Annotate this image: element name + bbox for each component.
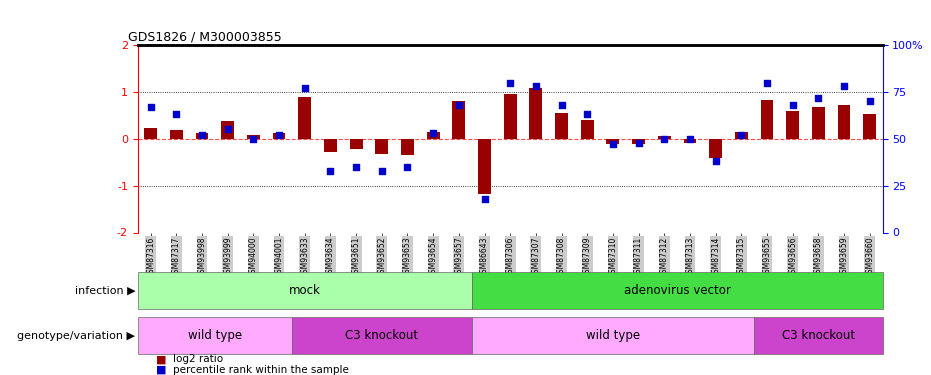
Point <box>221 126 236 132</box>
Point <box>657 136 672 142</box>
Point <box>682 136 697 142</box>
Bar <box>632 139 645 144</box>
Point <box>452 102 466 108</box>
Point <box>785 102 800 108</box>
Bar <box>472 317 754 354</box>
Text: log2 ratio: log2 ratio <box>173 354 223 364</box>
Bar <box>375 139 388 154</box>
Point <box>503 80 518 86</box>
Point <box>425 130 440 136</box>
Bar <box>709 139 722 158</box>
Point <box>734 132 749 138</box>
Bar <box>138 272 472 309</box>
Text: infection ▶: infection ▶ <box>74 286 135 296</box>
Text: percentile rank within the sample: percentile rank within the sample <box>173 365 349 375</box>
Bar <box>247 135 260 139</box>
Point <box>143 104 158 110</box>
Bar <box>530 88 542 139</box>
Point <box>580 111 595 117</box>
Point <box>323 168 338 174</box>
Text: mock: mock <box>289 284 320 297</box>
Text: GDS1826 / M300003855: GDS1826 / M300003855 <box>128 30 282 43</box>
Bar <box>452 101 466 139</box>
Bar <box>196 133 209 139</box>
Bar <box>144 128 157 139</box>
Bar <box>138 317 292 354</box>
Bar <box>401 139 414 155</box>
Point <box>631 140 646 146</box>
Point <box>760 80 775 86</box>
Point <box>554 102 569 108</box>
Point <box>837 83 852 89</box>
Point <box>605 141 620 147</box>
Bar <box>863 114 876 139</box>
Text: genotype/variation ▶: genotype/variation ▶ <box>17 331 135 340</box>
Bar <box>606 139 619 144</box>
Bar <box>683 139 696 144</box>
Point <box>374 168 389 174</box>
Text: wild type: wild type <box>188 329 242 342</box>
Point <box>348 164 363 170</box>
Text: adenovirus vector: adenovirus vector <box>624 284 731 297</box>
Bar <box>292 317 472 354</box>
Point <box>400 164 415 170</box>
Point <box>169 111 183 117</box>
Point <box>297 85 312 91</box>
Point <box>477 196 492 202</box>
Bar <box>754 317 883 354</box>
Bar <box>504 94 517 139</box>
Bar <box>581 120 594 139</box>
Bar <box>298 97 311 139</box>
Bar <box>350 139 362 149</box>
Bar <box>479 139 491 194</box>
Bar <box>324 139 337 152</box>
Point <box>195 132 209 138</box>
Text: C3 knockout: C3 knockout <box>782 329 855 342</box>
Text: wild type: wild type <box>586 329 640 342</box>
Bar <box>472 272 883 309</box>
Text: ■: ■ <box>156 354 167 364</box>
Text: ■: ■ <box>156 365 167 375</box>
Bar <box>169 130 182 139</box>
Bar <box>735 132 748 139</box>
Point <box>708 158 723 164</box>
Bar <box>761 100 774 139</box>
Point <box>811 94 826 100</box>
Point <box>862 98 877 104</box>
Bar <box>812 107 825 139</box>
Bar <box>787 111 799 139</box>
Bar <box>658 136 670 139</box>
Point <box>529 83 544 89</box>
Bar <box>426 132 439 139</box>
Bar <box>555 113 568 139</box>
Point <box>272 132 287 138</box>
Text: C3 knockout: C3 knockout <box>345 329 418 342</box>
Point <box>246 136 261 142</box>
Bar <box>838 105 851 139</box>
Bar <box>273 133 286 139</box>
Bar <box>222 121 234 139</box>
